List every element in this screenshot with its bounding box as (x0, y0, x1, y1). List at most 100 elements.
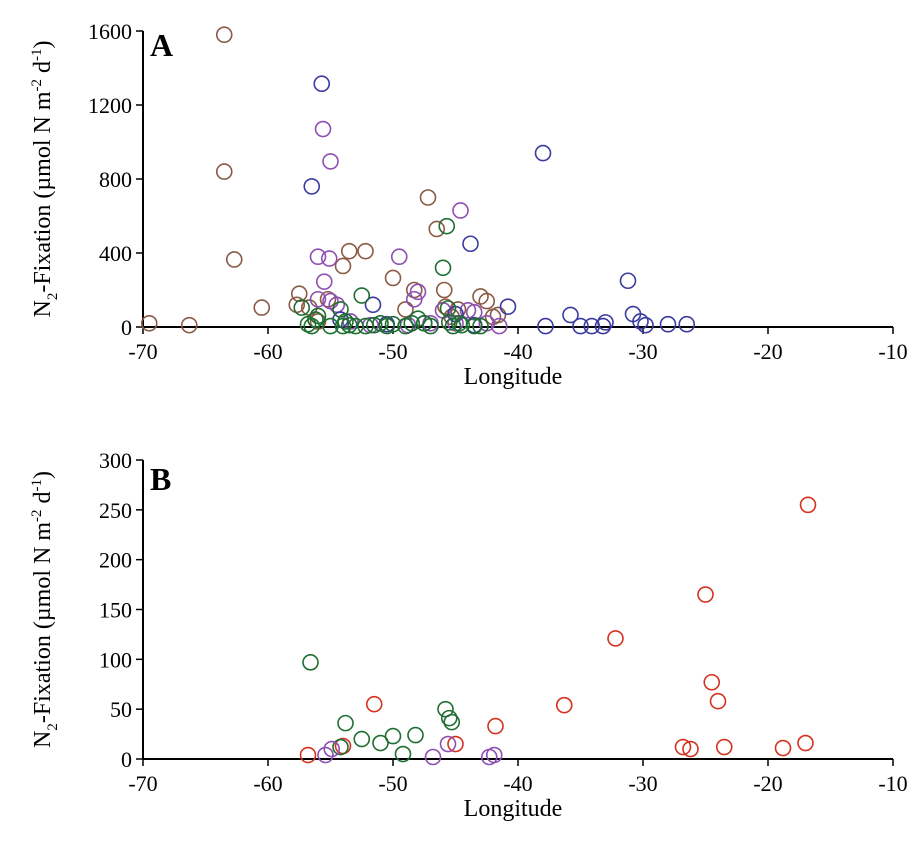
data-point (303, 178, 321, 195)
data-point (472, 317, 489, 335)
x-tick-label: -70 (128, 339, 157, 364)
data-point (334, 257, 352, 275)
series-0 (140, 26, 507, 334)
data-point (353, 730, 371, 748)
y-tick-label: 200 (99, 548, 132, 573)
y-axis-title-middle2: d (30, 61, 56, 79)
panel-letter: A (150, 27, 173, 63)
data-point (490, 317, 508, 335)
data-point (440, 709, 458, 727)
data-point (465, 303, 483, 321)
x-tick-label: -20 (753, 339, 782, 364)
data-point (797, 734, 814, 752)
data-point (434, 259, 452, 277)
y-axis-title-sub: 2 (45, 723, 61, 731)
data-point (372, 734, 389, 752)
data-point (619, 272, 637, 290)
data-point (394, 745, 412, 763)
y-axis-title-prefix: N (30, 300, 56, 317)
series-2 (303, 75, 696, 335)
data-point (313, 75, 331, 93)
data-point (537, 317, 554, 335)
data-point (353, 287, 371, 304)
series-0 (299, 496, 817, 764)
data-point (407, 726, 424, 744)
data-point (299, 746, 317, 764)
x-tick-label: -10 (878, 771, 907, 796)
data-point (462, 235, 479, 253)
y-axis-title-sup1: -2 (29, 79, 45, 92)
data-point (447, 314, 464, 332)
data-point (715, 738, 733, 756)
data-point (674, 738, 692, 756)
data-point (253, 299, 271, 316)
data-point (438, 217, 456, 235)
data-point (378, 317, 396, 335)
data-point (365, 316, 383, 334)
data-point (424, 748, 442, 766)
y-tick-label: 50 (110, 697, 132, 722)
y-axis-title-sub: 2 (45, 293, 61, 301)
y-axis-title-middle: -Fixation (µmol N m (30, 91, 56, 292)
y-axis-title-suffix: ) (30, 41, 56, 49)
data-point (309, 248, 327, 266)
data-point (309, 290, 327, 308)
data-point (337, 313, 354, 330)
data-point (555, 696, 573, 714)
data-point (384, 727, 402, 745)
y-tick-label: 100 (99, 647, 132, 672)
data-point (315, 273, 333, 290)
y-tick-label: 1200 (88, 93, 132, 118)
panel-b: 0 50 100 150 200 250 300 -70 -60 -50 -40 -30 -20 -10 L… (29, 448, 908, 822)
data-point (459, 302, 477, 319)
data-point (365, 695, 383, 713)
y-axis-title-middle2: d (30, 492, 56, 510)
data-point (697, 586, 714, 603)
data-point (215, 26, 233, 44)
data-point (709, 692, 727, 710)
data-point (397, 301, 414, 318)
data-point (384, 315, 402, 333)
data-point (632, 313, 649, 330)
data-point (597, 314, 614, 331)
data-point (439, 735, 457, 753)
x-tick-label: -50 (378, 339, 407, 364)
data-point (682, 740, 699, 758)
x-tick-label: -60 (253, 339, 282, 364)
y-tick-label: 250 (99, 498, 132, 523)
y-tick-label: 0 (121, 315, 132, 340)
data-point (422, 317, 439, 335)
series-2 (317, 735, 503, 766)
data-point (290, 285, 308, 303)
data-point (703, 673, 721, 691)
data-point (384, 269, 402, 287)
data-point (293, 299, 311, 316)
data-point (440, 314, 458, 331)
data-point (337, 714, 354, 732)
data-point (347, 317, 364, 335)
data-point (302, 654, 319, 671)
data-point (309, 307, 327, 325)
data-point (419, 189, 437, 206)
y-tick-label: 150 (99, 598, 132, 623)
data-point (439, 300, 457, 317)
data-point (314, 120, 332, 138)
data-point (452, 202, 469, 219)
data-point (428, 220, 446, 238)
panel-a: 0 400 800 1200 1600 -70 -60 -50 -40 -30 -20 -10 Long… (29, 19, 908, 390)
series-3 (293, 217, 489, 335)
data-point (499, 298, 517, 315)
y-tick-label: 300 (99, 448, 132, 473)
data-point (607, 630, 624, 647)
y-axis-title: N2-Fixation (µmol N m-2 d-1) (29, 41, 61, 318)
data-point (225, 251, 243, 268)
data-point (140, 314, 158, 332)
data-point (215, 163, 233, 180)
data-point (322, 317, 339, 335)
data-point (340, 316, 358, 334)
x-tick-label: -10 (878, 339, 907, 364)
x-tick-label: -30 (628, 339, 657, 364)
y-axis-title-middle: -Fixation (µmol N m (30, 522, 56, 723)
panel-letter: B (150, 461, 171, 497)
